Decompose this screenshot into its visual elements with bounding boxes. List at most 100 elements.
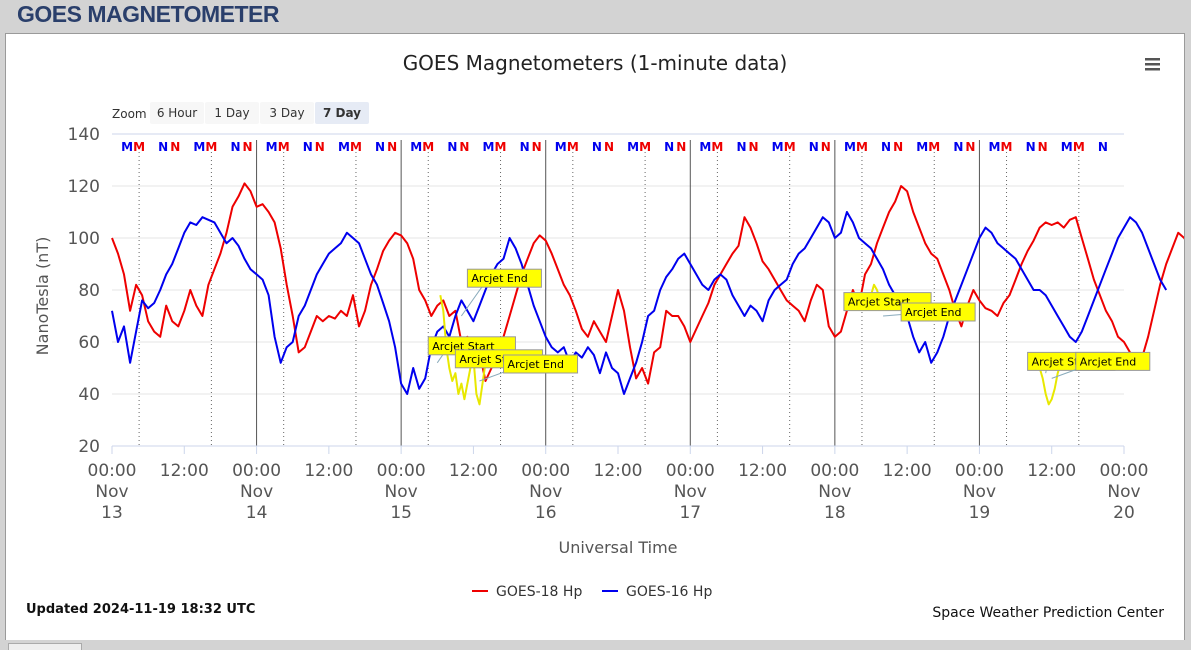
zoom-button-label: 1 Day: [214, 106, 249, 120]
x-tick-label: Nov: [1107, 482, 1140, 502]
marker-label: N: [953, 140, 963, 154]
marker-label: M: [639, 140, 651, 154]
menu-icon[interactable]: [1141, 56, 1163, 74]
x-tick-label: Nov: [529, 482, 562, 502]
zoom-6-hour-button[interactable]: 6 Hour: [150, 102, 204, 124]
annotation-label: Arcjet End: [471, 272, 527, 285]
marker-label: N: [1098, 140, 1108, 154]
chart-panel: GOES Magnetometers (1-minute data) Zoom …: [5, 33, 1191, 646]
marker-label: N: [315, 140, 325, 154]
marker-label: N: [893, 140, 903, 154]
legend-item-goes-18-hp[interactable]: GOES-18 Hp: [472, 584, 582, 600]
y-tick-label: 40: [78, 385, 100, 405]
annotation-label: Arcjet End: [1080, 355, 1136, 368]
updated-timestamp: Updated 2024-11-19 18:32 UTC: [26, 602, 255, 617]
x-tick-label: 20: [1113, 503, 1135, 523]
legend-label: GOES-18 Hp: [496, 584, 582, 600]
marker-label: M: [205, 140, 217, 154]
x-tick-label: 13: [101, 503, 123, 523]
marker-label: M: [422, 140, 434, 154]
x-tick-label: Nov: [95, 482, 128, 502]
marker-label: N: [170, 140, 180, 154]
annotation-box: [466, 268, 542, 288]
marker-label: N: [965, 140, 975, 154]
x-tick-label: 18: [824, 503, 846, 523]
x-tick-label: 12:00: [160, 461, 209, 481]
annotation-box: [1075, 351, 1151, 371]
y-tick-label: 60: [78, 333, 100, 353]
legend-item-goes-16-hp[interactable]: GOES-16 Hp: [602, 584, 712, 600]
zoom-label: Zoom: [112, 107, 147, 121]
zoom-3-day-button[interactable]: 3 Day: [260, 102, 314, 124]
y-tick-label: 20: [78, 437, 100, 457]
marker-label: N: [387, 140, 397, 154]
marker-label: N: [1026, 140, 1036, 154]
marker-label: N: [532, 140, 542, 154]
marker-label: M: [1073, 140, 1085, 154]
page-title: GOES MAGNETOMETER: [17, 1, 280, 27]
marker-label: M: [278, 140, 290, 154]
marker-label: N: [604, 140, 614, 154]
annotation-label: Arcjet End: [508, 358, 564, 371]
x-tick-label: 12:00: [1027, 461, 1076, 481]
marker-label: M: [711, 140, 723, 154]
marker-label: M: [193, 140, 205, 154]
marker-label: M: [916, 140, 928, 154]
marker-label: M: [772, 140, 784, 154]
x-tick-label: 00:00: [1100, 461, 1149, 481]
x-tick-label: Nov: [963, 482, 996, 502]
marker-label: N: [664, 140, 674, 154]
x-tick-label: 00:00: [955, 461, 1004, 481]
y-tick-label: 100: [68, 229, 100, 249]
zoom-1-day-button[interactable]: 1 Day: [205, 102, 259, 124]
marker-label: N: [1038, 140, 1048, 154]
zoom-button-label: 6 Hour: [157, 106, 197, 120]
marker-label: N: [459, 140, 469, 154]
marker-label: N: [303, 140, 313, 154]
x-axis-title: Universal Time: [558, 538, 677, 557]
marker-label: N: [230, 140, 240, 154]
x-tick-label: 14: [246, 503, 268, 523]
zoom-button-label: 7 Day: [323, 106, 361, 120]
marker-label: M: [483, 140, 495, 154]
marker-label: M: [121, 140, 133, 154]
series-goes16-line: [111, 211, 1168, 395]
marker-label: M: [350, 140, 362, 154]
x-tick-label: 12:00: [304, 461, 353, 481]
zoom-7-day-button[interactable]: 7 Day: [315, 102, 369, 124]
marker-label: M: [338, 140, 350, 154]
marker-label: N: [736, 140, 746, 154]
annotation-box: [900, 302, 976, 322]
marker-label: M: [567, 140, 579, 154]
marker-label: N: [375, 140, 385, 154]
marker-label: N: [809, 140, 819, 154]
marker-label: M: [784, 140, 796, 154]
y-tick-label: 80: [78, 281, 100, 301]
x-tick-label: 12:00: [594, 461, 643, 481]
x-tick-label: 12:00: [883, 461, 932, 481]
marker-label: M: [410, 140, 422, 154]
marker-label: M: [627, 140, 639, 154]
marker-label: M: [1001, 140, 1013, 154]
zoom-button-bg: [205, 102, 259, 124]
annotation-label: Arcjet Start: [848, 296, 911, 309]
x-tick-label: 12:00: [738, 461, 787, 481]
x-tick-label: 00:00: [521, 461, 570, 481]
footer-strip: [0, 640, 1191, 647]
x-tick-label: 19: [969, 503, 991, 523]
zoom-button-label: 3 Day: [269, 106, 304, 120]
legend-label: GOES-16 Hp: [626, 584, 712, 600]
x-tick-label: 00:00: [666, 461, 715, 481]
x-tick-label: 00:00: [810, 461, 859, 481]
marker-label: M: [856, 140, 868, 154]
zoom-button-bg: [150, 102, 204, 124]
y-axis-title: NanoTesla (nT): [33, 237, 52, 356]
marker-label: M: [495, 140, 507, 154]
marker-label: M: [266, 140, 278, 154]
x-tick-label: 00:00: [377, 461, 426, 481]
marker-label: N: [676, 140, 686, 154]
x-tick-label: 16: [535, 503, 557, 523]
arcjet-segment-line: [1038, 362, 1062, 406]
marker-label: N: [243, 140, 253, 154]
marker-label: M: [1061, 140, 1073, 154]
